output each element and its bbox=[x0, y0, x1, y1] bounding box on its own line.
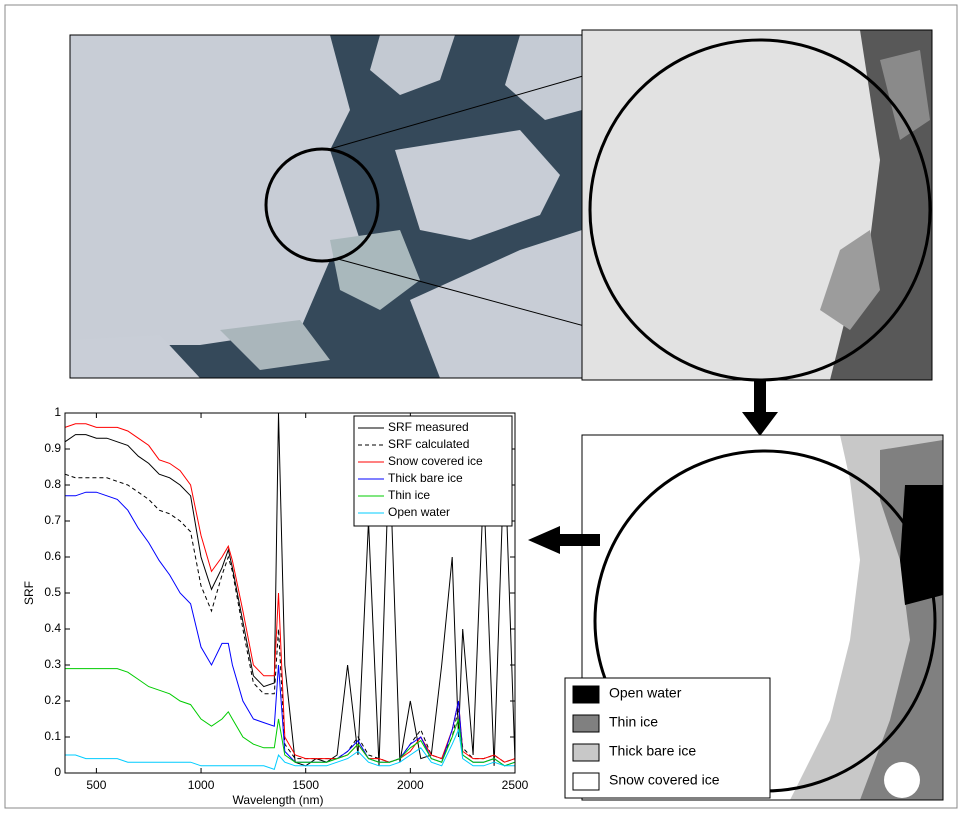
y-tick-label: 0.8 bbox=[44, 477, 61, 491]
series-line bbox=[65, 668, 516, 767]
x-tick-label: 2500 bbox=[502, 778, 529, 792]
legend-label: Open water bbox=[609, 685, 682, 701]
legend-label: Thin ice bbox=[609, 714, 658, 730]
legend-label: SRF measured bbox=[388, 420, 469, 434]
series-line bbox=[64, 423, 516, 763]
series-line bbox=[65, 491, 516, 767]
y-tick-label: 1 bbox=[54, 405, 61, 419]
legend-label: Snow covered ice bbox=[388, 454, 483, 468]
map-border bbox=[581, 434, 944, 801]
legend-box bbox=[353, 415, 513, 527]
arrow-down bbox=[742, 380, 778, 436]
y-axis-label: SRF bbox=[22, 581, 36, 605]
classification-legend: Open water Thin ice Thick bare ice Snow cov… bbox=[564, 677, 771, 799]
y-tick-label: 0.1 bbox=[44, 729, 61, 743]
legend-swatch bbox=[572, 772, 600, 791]
y-tick-label: 0.5 bbox=[44, 585, 61, 599]
chart: Wavelength (nm) SRF 0 0.1 0.2 0.3 0.4 0.5 0.6 0… bbox=[22, 405, 528, 807]
series-line bbox=[65, 727, 515, 771]
legend-swatch bbox=[572, 714, 600, 733]
legend-label: Thin ice bbox=[388, 488, 430, 502]
y-tick-label: 0 bbox=[54, 765, 61, 779]
y-tick-label: 0.9 bbox=[44, 441, 61, 455]
legend-label: Open water bbox=[388, 505, 450, 519]
y-tick-label: 0.3 bbox=[44, 657, 61, 671]
x-tick-label: 1000 bbox=[188, 778, 215, 792]
frame bbox=[4, 4, 958, 809]
legend-swatch bbox=[572, 685, 600, 704]
legend-label: SRF calculated bbox=[388, 437, 469, 451]
legend-label: Thick bare ice bbox=[388, 471, 463, 485]
y-tick-label: 0.2 bbox=[44, 693, 61, 707]
x-tick-label: 500 bbox=[86, 778, 106, 792]
x-tick-label: 1500 bbox=[292, 778, 319, 792]
legend-label: Thick bare ice bbox=[609, 743, 696, 759]
x-axis-label: Wavelength (nm) bbox=[233, 793, 324, 807]
aerial-photo bbox=[70, 35, 582, 378]
series-line bbox=[64, 412, 516, 767]
zoomed-photo bbox=[582, 30, 932, 380]
legend-label: Snow covered ice bbox=[609, 772, 720, 788]
y-tick-label: 0.6 bbox=[44, 549, 61, 563]
zoom-circle bbox=[264, 147, 380, 263]
arrow-left bbox=[528, 526, 600, 554]
legend-swatch bbox=[572, 743, 600, 762]
y-tick-label: 0.7 bbox=[44, 513, 61, 527]
x-tick-label: 2000 bbox=[397, 778, 424, 792]
y-tick-label: 0.4 bbox=[44, 621, 61, 635]
